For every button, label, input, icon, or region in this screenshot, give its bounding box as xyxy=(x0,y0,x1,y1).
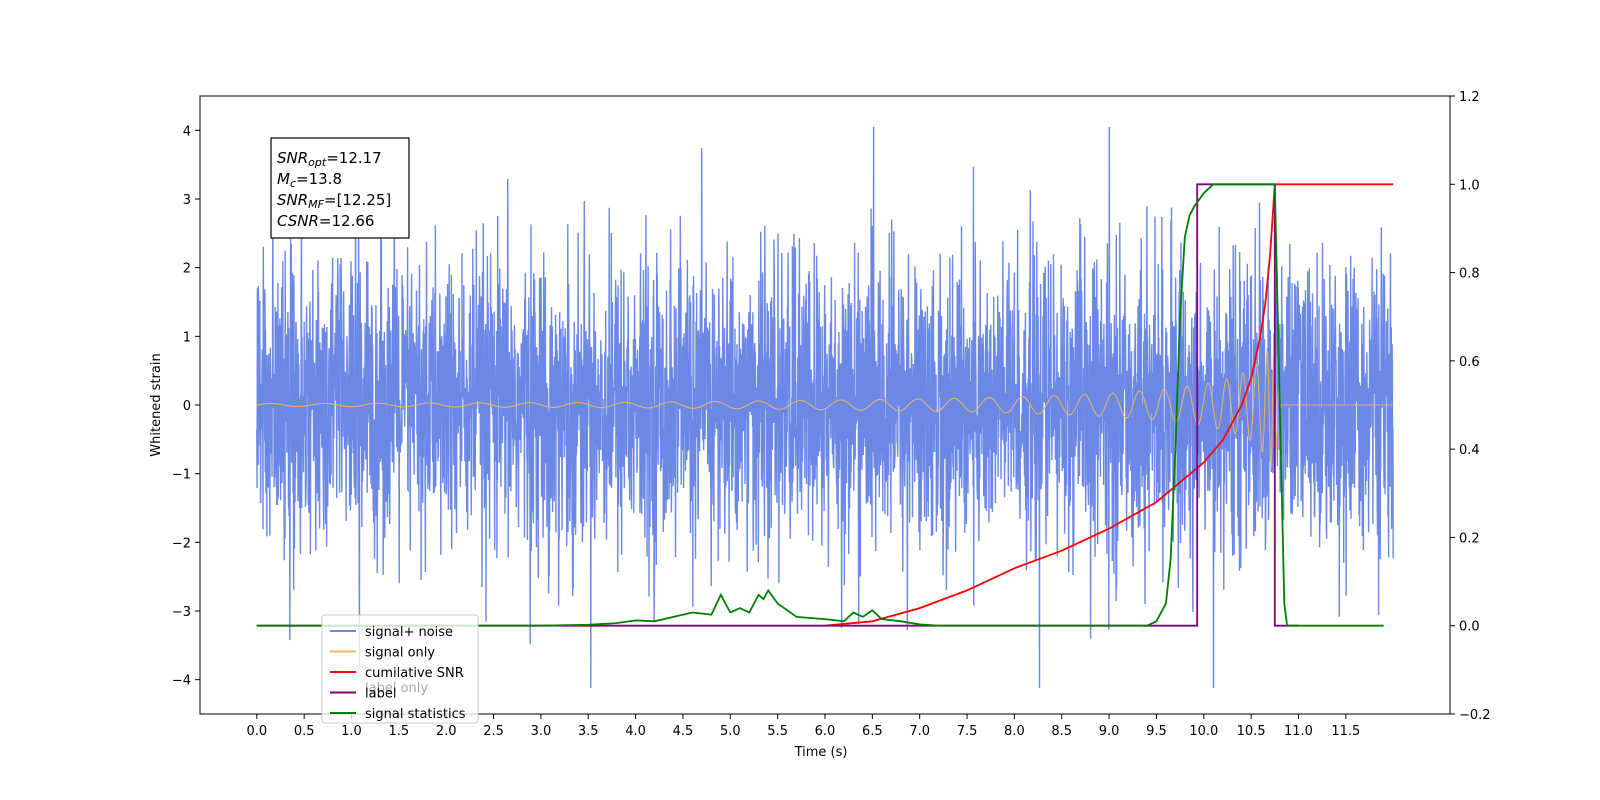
x-tick-label: 0.0 xyxy=(246,724,267,739)
y2-tick-label: 0.6 xyxy=(1459,355,1480,370)
legend-label: cumilative SNR xyxy=(365,666,464,681)
legend-frame xyxy=(321,614,479,724)
annotation-line: CSNR=12.66 xyxy=(277,212,374,230)
series-cumilative-snr-line xyxy=(824,183,1394,627)
series-signal-noise-line xyxy=(256,126,1394,688)
y-tick-label: −3 xyxy=(172,605,191,620)
x-tick-label: 9.0 xyxy=(1099,724,1120,739)
y2-tick-label: 1.0 xyxy=(1459,178,1480,193)
x-tick-label: 0.5 xyxy=(294,724,315,739)
x-tick-label: 3.5 xyxy=(578,724,599,739)
annotation-line: Mc=13.8 xyxy=(277,170,342,190)
series-signal-only-line xyxy=(256,338,1394,468)
x-tick-label: 7.0 xyxy=(909,724,930,739)
x-tick-label: 7.5 xyxy=(957,724,978,739)
y-axis: −4 −3 −2 −1 0 1 2 3 4 xyxy=(172,124,200,689)
x-axis: 0.0 0.5 1.0 1.5 2.0 2.5 3.0 3.5 4.0 4.5 5.0 5.5 6.0 6… xyxy=(246,714,1360,739)
series-signal-statistics-line xyxy=(256,183,1384,627)
x-tick-label: 8.5 xyxy=(1051,724,1072,739)
x-tick-label: 1.0 xyxy=(341,724,362,739)
legend-label: label xyxy=(365,687,396,702)
y-tick-label: 2 xyxy=(183,262,191,277)
y2-tick-label: 0.8 xyxy=(1459,267,1480,282)
x-tick-label: 10.0 xyxy=(1189,724,1218,739)
y-tick-label: 0 xyxy=(183,399,191,414)
x-tick-label: 2.5 xyxy=(483,724,504,739)
y-tick-label: 3 xyxy=(183,193,191,208)
legend: label only signal+ noise signal only cumila… xyxy=(321,614,479,724)
legend-label: signal only xyxy=(365,646,435,661)
x-tick-label: 8.0 xyxy=(1004,724,1025,739)
y2-tick-label: 0.4 xyxy=(1459,443,1480,458)
y-tick-label: −2 xyxy=(172,536,191,551)
x-tick-label: 6.0 xyxy=(815,724,836,739)
x-tick-label: 9.5 xyxy=(1146,724,1167,739)
annotation-frame xyxy=(270,137,410,239)
series-layer xyxy=(256,126,1394,688)
x-tick-label: 4.0 xyxy=(625,724,646,739)
y2-tick-label: 0.0 xyxy=(1459,620,1480,635)
x-tick-label: 10.5 xyxy=(1237,724,1266,739)
annotation-line: SNRMF=[12.25] xyxy=(277,191,391,211)
legend-label: signal statistics xyxy=(365,707,466,722)
y-tick-label: 1 xyxy=(183,330,191,345)
x-tick-label: 11.0 xyxy=(1284,724,1313,739)
y2-tick-label: 0.2 xyxy=(1459,531,1480,546)
x-tick-label: 5.5 xyxy=(767,724,788,739)
x-tick-label: 1.5 xyxy=(389,724,410,739)
annotation-box: SNRopt=12.17Mc=13.8SNRMF=[12.25]CSNR=12.… xyxy=(270,137,410,239)
x-tick-label: 2.0 xyxy=(436,724,457,739)
x-tick-label: 6.5 xyxy=(862,724,883,739)
legend-label: signal+ noise xyxy=(365,625,453,640)
y-tick-label: −4 xyxy=(172,674,191,689)
x-tick-label: 4.5 xyxy=(673,724,694,739)
x-axis-label: Time (s) xyxy=(794,745,848,760)
y2-tick-label: −0.2 xyxy=(1459,708,1491,723)
y-axis-label: Whitened strain xyxy=(149,353,164,456)
x-tick-label: 11.5 xyxy=(1331,724,1360,739)
y2-tick-label: 1.2 xyxy=(1459,90,1480,105)
x-tick-label: 5.0 xyxy=(720,724,741,739)
y-tick-label: −1 xyxy=(172,468,191,483)
annotation-line: SNRopt=12.17 xyxy=(277,149,382,169)
legend-label-hidden: label only xyxy=(365,681,428,696)
y2-axis: −0.2 0.0 0.2 0.4 0.6 0.8 1.0 1.2 xyxy=(1450,90,1491,723)
x-tick-label: 3.0 xyxy=(531,724,552,739)
y-tick-label: 4 xyxy=(183,124,191,139)
